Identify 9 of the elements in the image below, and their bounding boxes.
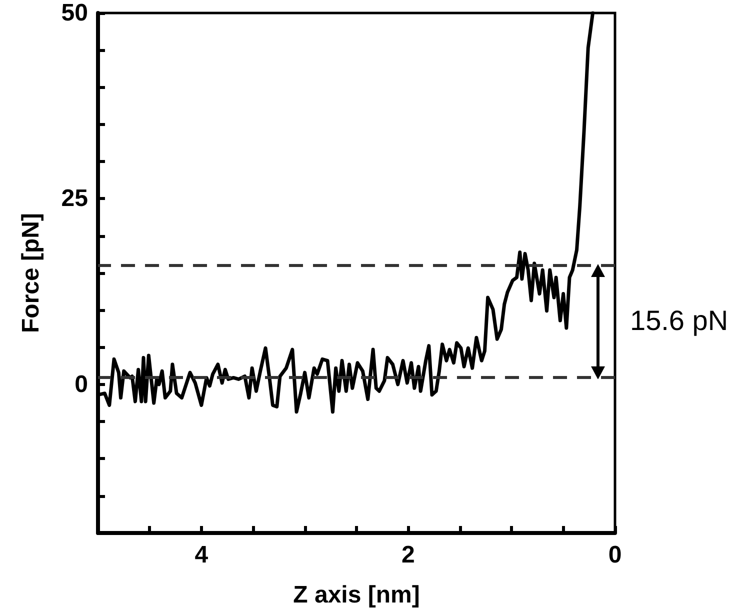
y-tick-label: 0	[74, 370, 88, 398]
y-axis-title: Force [pN]	[18, 213, 44, 333]
x-tick-label: 0	[608, 542, 622, 568]
text: 15.6 pN	[630, 305, 728, 338]
x-tick-label: 4	[194, 542, 209, 568]
y-tick-label: 25	[61, 185, 88, 212]
x-tick-label: 2	[402, 542, 415, 568]
y-tick-label: 50	[61, 0, 88, 26]
x-axis-title: Z axis [nm]	[293, 582, 420, 608]
